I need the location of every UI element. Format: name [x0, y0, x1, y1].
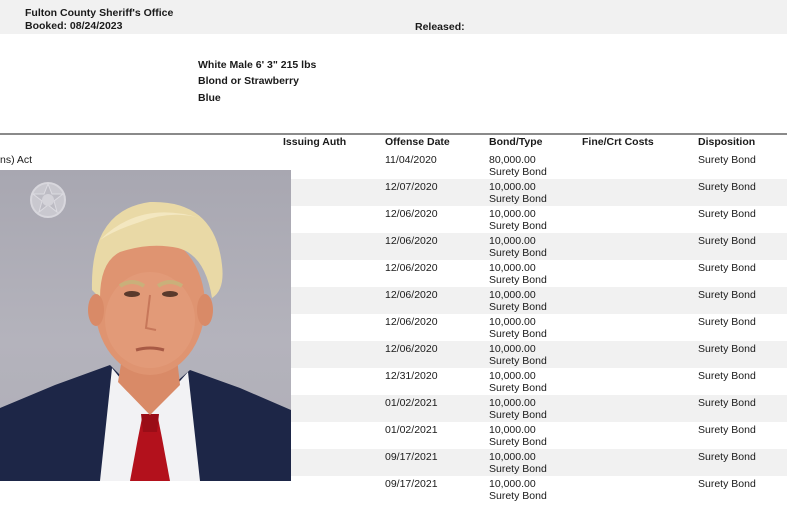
- bond-amount-cell: 10,000.00: [489, 181, 536, 193]
- bond-amount-cell: 10,000.00: [489, 370, 536, 382]
- booking-photo: [0, 170, 291, 481]
- released-label: Released:: [415, 21, 465, 33]
- offense-date-cell: 09/17/2021: [385, 478, 438, 490]
- bond-amount-cell: 10,000.00: [489, 343, 536, 355]
- bond-type-cell: Surety Bond: [489, 220, 547, 232]
- bond-type-cell: Surety Bond: [489, 166, 547, 178]
- bond-amount-cell: 10,000.00: [489, 208, 536, 220]
- disposition-cell: Surety Bond: [698, 262, 756, 274]
- offense-date-cell: 12/06/2020: [385, 262, 438, 274]
- offense-date-cell: 12/06/2020: [385, 235, 438, 247]
- booked-date: Booked: 08/24/2023: [25, 20, 123, 32]
- table-row: 12/06/2020 10,000.00 Surety Bond Surety Bon…: [0, 314, 787, 341]
- col-header-bond-type: Bond/Type: [489, 136, 543, 148]
- bond-type-cell: Surety Bond: [489, 409, 547, 421]
- disposition-cell: Surety Bond: [698, 181, 756, 193]
- table-row: 09/17/2021 10,000.00 Surety Bond Surety Bon…: [0, 476, 787, 503]
- disposition-cell: Surety Bond: [698, 424, 756, 436]
- bond-amount-cell: 10,000.00: [489, 424, 536, 436]
- offense-date-cell: 12/06/2020: [385, 289, 438, 301]
- col-header-disposition: Disposition: [698, 136, 756, 148]
- disposition-cell: Surety Bond: [698, 370, 756, 382]
- table-top-rule: [0, 133, 787, 135]
- offense-date-cell: 01/02/2021: [385, 424, 438, 436]
- bond-amount-cell: 10,000.00: [489, 289, 536, 301]
- mugshot-image: [0, 182, 291, 481]
- bond-type-cell: Surety Bond: [489, 328, 547, 340]
- disposition-cell: Surety Bond: [698, 208, 756, 220]
- col-header-issuing-auth: Issuing Auth: [283, 136, 347, 148]
- disposition-cell: Surety Bond: [698, 343, 756, 355]
- bond-type-cell: Surety Bond: [489, 490, 547, 502]
- bond-type-cell: Surety Bond: [489, 301, 547, 313]
- offense-date-cell: 12/07/2020: [385, 181, 438, 193]
- disposition-cell: Surety Bond: [698, 235, 756, 247]
- table-row: 12/06/2020 10,000.00 Surety Bond Surety Bon…: [0, 206, 787, 233]
- disposition-cell: Surety Bond: [698, 289, 756, 301]
- bond-amount-cell: 80,000.00: [489, 154, 536, 166]
- col-header-fine-costs: Fine/Crt Costs: [582, 136, 654, 148]
- disposition-cell: Surety Bond: [698, 316, 756, 328]
- col-header-offense-date: Offense Date: [385, 136, 450, 148]
- bond-amount-cell: 10,000.00: [489, 235, 536, 247]
- bond-type-cell: Surety Bond: [489, 436, 547, 448]
- disposition-cell: Surety Bond: [698, 397, 756, 409]
- disposition-cell: Surety Bond: [698, 154, 756, 166]
- offense-date-cell: 01/02/2021: [385, 397, 438, 409]
- bond-type-cell: Surety Bond: [489, 193, 547, 205]
- offense-date-cell: 09/17/2021: [385, 451, 438, 463]
- physical-description: White Male 6' 3" 215 lbs: [198, 59, 317, 71]
- disposition-cell: Surety Bond: [698, 451, 756, 463]
- offense-date-cell: 12/06/2020: [385, 316, 438, 328]
- offense-date-cell: 12/31/2020: [385, 370, 438, 382]
- bond-amount-cell: 10,000.00: [489, 316, 536, 328]
- bond-amount-cell: 10,000.00: [489, 262, 536, 274]
- bond-type-cell: Surety Bond: [489, 382, 547, 394]
- charge-cell: ns) Act: [0, 154, 33, 166]
- offense-date-cell: 11/04/2020: [385, 154, 437, 166]
- hair-color: Blond or Strawberry: [198, 75, 299, 87]
- table-row: 12/06/2020 10,000.00 Surety Bond Surety Bon…: [0, 260, 787, 287]
- disposition-cell: Surety Bond: [698, 478, 756, 490]
- bond-type-cell: Surety Bond: [489, 274, 547, 286]
- bond-type-cell: Surety Bond: [489, 355, 547, 367]
- bond-type-cell: Surety Bond: [489, 247, 547, 259]
- sheriff-badge-icon: [30, 182, 66, 218]
- bond-amount-cell: 10,000.00: [489, 397, 536, 409]
- bond-amount-cell: 10,000.00: [489, 451, 536, 463]
- eye-color: Blue: [198, 92, 221, 104]
- table-row: 01/02/2021 10,000.00 Surety Bond Surety Bon…: [0, 422, 787, 449]
- office-name: Fulton County Sheriff's Office: [25, 7, 174, 19]
- bond-type-cell: Surety Bond: [489, 463, 547, 475]
- header-band: [0, 0, 787, 34]
- table-row: ns) Act 11/04/2020 80,000.00 Surety Bond Sur…: [0, 152, 787, 179]
- bond-amount-cell: 10,000.00: [489, 478, 536, 490]
- offense-date-cell: 12/06/2020: [385, 208, 438, 220]
- table-row: 12/31/2020 10,000.00 Surety Bond Surety Bon…: [0, 368, 787, 395]
- offense-date-cell: 12/06/2020: [385, 343, 438, 355]
